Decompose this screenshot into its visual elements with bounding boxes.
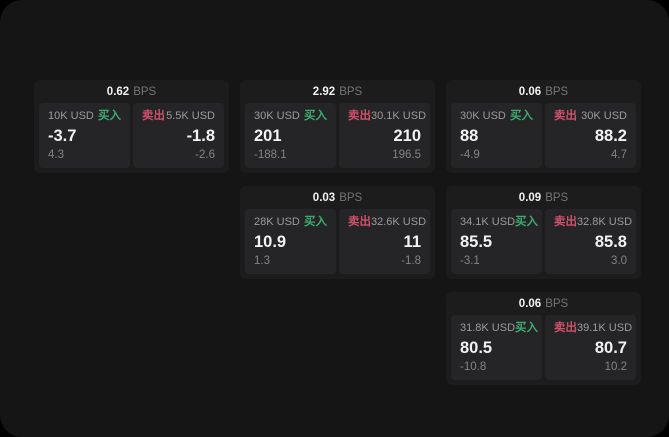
sell-price: 210 bbox=[393, 127, 421, 145]
bps-unit-label: BPS bbox=[339, 191, 363, 204]
buy-size: 28K USD bbox=[254, 216, 300, 228]
bps-unit-label: BPS bbox=[339, 85, 363, 98]
sell-size: 32.6K USD bbox=[371, 216, 427, 228]
sell-delta: 196.5 bbox=[392, 149, 421, 161]
quote-panels: 30K USD 买入 201 -188.1 卖出 30.1K USD 210 1… bbox=[240, 103, 435, 173]
sell-delta: 4.7 bbox=[611, 149, 627, 161]
sell-price: -1.8 bbox=[186, 127, 215, 145]
buy-size: 30K USD bbox=[254, 110, 300, 122]
sell-delta: -2.6 bbox=[195, 149, 215, 161]
sell-size: 32.8K USD bbox=[577, 216, 633, 228]
bps-unit-label: BPS bbox=[545, 297, 569, 310]
buy-price: 201 bbox=[254, 127, 282, 145]
sell-delta: -1.8 bbox=[401, 255, 421, 267]
bps-value: 0.06 bbox=[518, 297, 542, 310]
buy-price: -3.7 bbox=[48, 127, 77, 145]
buy-badge: 买入 bbox=[304, 110, 327, 122]
quote-panels: 28K USD 买入 10.9 1.3 卖出 32.6K USD 11 -1.8 bbox=[240, 209, 435, 279]
bps-header: 0.06 BPS bbox=[446, 292, 641, 315]
quote-card: 0.06 BPS 31.8K USD 买入 80.5 -10.8 卖出 39.1… bbox=[446, 292, 641, 385]
buy-badge: 买入 bbox=[510, 110, 533, 122]
bps-value: 2.92 bbox=[312, 85, 336, 98]
buy-quote-panel[interactable]: 28K USD 买入 10.9 1.3 bbox=[245, 209, 336, 274]
buy-size: 34.1K USD bbox=[460, 216, 516, 228]
buy-quote-panel[interactable]: 30K USD 买入 88 -4.9 bbox=[451, 103, 542, 168]
buy-quote-panel[interactable]: 34.1K USD 买入 85.5 -3.1 bbox=[451, 209, 542, 274]
bps-header: 0.09 BPS bbox=[446, 186, 641, 209]
sell-badge: 卖出 bbox=[554, 110, 577, 122]
buy-price: 88 bbox=[460, 127, 479, 145]
quote-card: 2.92 BPS 30K USD 买入 201 -188.1 卖出 30.1K … bbox=[240, 80, 435, 173]
bps-value: 0.06 bbox=[518, 85, 542, 98]
buy-quote-panel[interactable]: 30K USD 买入 201 -188.1 bbox=[245, 103, 336, 168]
quote-panels: 10K USD 买入 -3.7 4.3 卖出 5.5K USD -1.8 -2.… bbox=[34, 103, 229, 173]
sell-quote-panel[interactable]: 卖出 30.1K USD 210 196.5 bbox=[339, 103, 430, 168]
quote-card: 0.03 BPS 28K USD 买入 10.9 1.3 卖出 32.6K US… bbox=[240, 186, 435, 279]
buy-size: 31.8K USD bbox=[460, 322, 516, 334]
sell-quote-panel[interactable]: 卖出 30K USD 88.2 4.7 bbox=[545, 103, 636, 168]
quote-card: 0.09 BPS 34.1K USD 买入 85.5 -3.1 卖出 32.8K… bbox=[446, 186, 641, 279]
bps-unit-label: BPS bbox=[545, 85, 569, 98]
bps-header: 0.03 BPS bbox=[240, 186, 435, 209]
buy-delta: -4.9 bbox=[460, 149, 480, 161]
buy-badge: 买入 bbox=[304, 216, 327, 228]
sell-delta: 3.0 bbox=[611, 255, 627, 267]
bps-header: 2.92 BPS bbox=[240, 80, 435, 103]
sell-size: 30K USD bbox=[581, 110, 627, 122]
buy-delta: 1.3 bbox=[254, 255, 270, 267]
quote-card-grid: 0.62 BPS 10K USD 买入 -3.7 4.3 卖出 5.5K USD bbox=[34, 80, 641, 385]
sell-quote-panel[interactable]: 卖出 5.5K USD -1.8 -2.6 bbox=[133, 103, 224, 168]
quote-panels: 31.8K USD 买入 80.5 -10.8 卖出 39.1K USD 80.… bbox=[446, 315, 641, 385]
buy-badge: 买入 bbox=[515, 216, 539, 228]
sell-badge: 卖出 bbox=[348, 216, 371, 228]
buy-delta: -188.1 bbox=[254, 149, 287, 161]
sell-badge: 卖出 bbox=[348, 110, 371, 122]
bps-header: 0.62 BPS bbox=[34, 80, 229, 103]
sell-badge: 卖出 bbox=[554, 322, 577, 334]
buy-price: 85.5 bbox=[460, 233, 493, 251]
bps-unit-label: BPS bbox=[133, 85, 157, 98]
sell-badge: 卖出 bbox=[142, 110, 165, 122]
sell-delta: 10.2 bbox=[604, 361, 627, 373]
bps-header: 0.06 BPS bbox=[446, 80, 641, 103]
sell-size: 30.1K USD bbox=[371, 110, 427, 122]
sell-price: 88.2 bbox=[594, 127, 627, 145]
sell-quote-panel[interactable]: 卖出 32.6K USD 11 -1.8 bbox=[339, 209, 430, 274]
buy-size: 30K USD bbox=[460, 110, 506, 122]
sell-size: 5.5K USD bbox=[166, 110, 215, 122]
buy-badge: 买入 bbox=[515, 322, 539, 334]
sell-quote-panel[interactable]: 卖出 32.8K USD 85.8 3.0 bbox=[545, 209, 636, 274]
buy-price: 10.9 bbox=[254, 233, 287, 251]
bps-value: 0.62 bbox=[106, 85, 130, 98]
quote-card: 0.06 BPS 30K USD 买入 88 -4.9 卖出 30K USD bbox=[446, 80, 641, 173]
sell-size: 39.1K USD bbox=[577, 322, 633, 334]
buy-delta: -10.8 bbox=[460, 361, 487, 373]
bps-value: 0.03 bbox=[312, 191, 336, 204]
sell-price: 80.7 bbox=[594, 339, 627, 357]
sell-quote-panel[interactable]: 卖出 39.1K USD 80.7 10.2 bbox=[545, 315, 636, 380]
sell-price: 11 bbox=[403, 233, 421, 251]
buy-size: 10K USD bbox=[48, 110, 94, 122]
buy-quote-panel[interactable]: 31.8K USD 买入 80.5 -10.8 bbox=[451, 315, 542, 380]
buy-price: 80.5 bbox=[460, 339, 493, 357]
buy-delta: -3.1 bbox=[460, 255, 480, 267]
sell-price: 85.8 bbox=[594, 233, 627, 251]
quote-card: 0.62 BPS 10K USD 买入 -3.7 4.3 卖出 5.5K USD bbox=[34, 80, 229, 173]
buy-delta: 4.3 bbox=[48, 149, 64, 161]
buy-badge: 买入 bbox=[98, 110, 121, 122]
quote-panels: 34.1K USD 买入 85.5 -3.1 卖出 32.8K USD 85.8… bbox=[446, 209, 641, 279]
quote-panels: 30K USD 买入 88 -4.9 卖出 30K USD 88.2 4.7 bbox=[446, 103, 641, 173]
bps-value: 0.09 bbox=[518, 191, 542, 204]
sell-badge: 卖出 bbox=[554, 216, 577, 228]
buy-quote-panel[interactable]: 10K USD 买入 -3.7 4.3 bbox=[39, 103, 130, 168]
bps-unit-label: BPS bbox=[545, 191, 569, 204]
